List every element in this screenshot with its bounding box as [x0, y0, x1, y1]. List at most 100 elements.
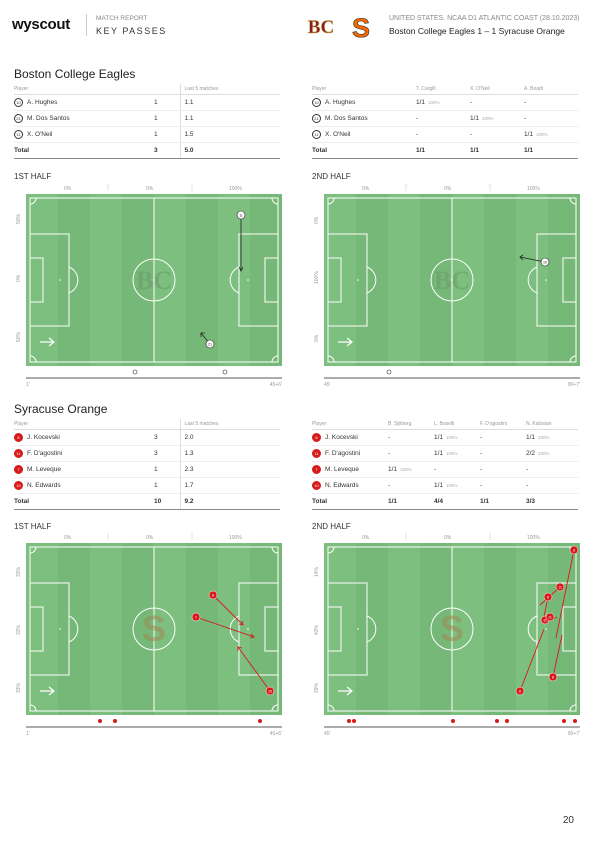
svg-text:7: 7 [195, 616, 197, 620]
side-label: 0% [16, 274, 22, 282]
svg-text:8: 8 [552, 676, 554, 680]
syr-recipient-table: Player B. Sjöberg L. Boselli F. D'agostini N… [312, 419, 578, 510]
svg-text:45+6': 45+6' [270, 382, 282, 388]
match-score: Boston College Eagles 1 – 1 Syracuse Ora… [389, 26, 565, 36]
svg-text:45+6': 45+6' [270, 731, 282, 737]
table-row: 10 N. Edwards 1 1.7 [14, 477, 280, 493]
syr-first-half-label: 1ST HALF [14, 522, 51, 531]
zone-label: 100% [229, 186, 242, 192]
header-divider [86, 14, 87, 36]
svg-text:8: 8 [573, 549, 575, 553]
table-row: 21 M. Dos Santos -1/1 100% - [312, 110, 578, 126]
svg-text:8: 8 [212, 594, 214, 598]
side-label: 43% [314, 624, 320, 635]
table-row: 11 F. D'agostini 3 1.3 [14, 445, 280, 461]
table-row: 11 X. O'Neil 1 1.5 [14, 126, 280, 142]
side-label: 100% [314, 271, 320, 284]
timeline-event [98, 719, 102, 723]
table-total-row: Total 1/1 1/1 1/1 [312, 142, 578, 158]
report-header: wyscout MATCH REPORT KEY PASSES BC S UNI… [0, 0, 596, 50]
report-title: KEY PASSES [96, 26, 167, 36]
syr-second-half-label: 2ND HALF [312, 522, 351, 531]
side-label: 0% [314, 334, 320, 342]
timeline: 45' 90+7' [324, 719, 580, 737]
pitch: S [324, 543, 580, 715]
svg-text:8: 8 [547, 596, 549, 600]
table-row: 7 M. Leveque 1 2.3 [14, 461, 280, 477]
side-label: 50% [16, 331, 22, 342]
table-row: 8 J. Kocevski 3 2.0 [14, 429, 280, 445]
side-label: 33% [16, 624, 22, 635]
svg-text:1': 1' [26, 382, 30, 388]
syr-second-half-pitch: 0% 0% 100% 14% 43% 29% S 8 11 [312, 531, 582, 741]
svg-text:11: 11 [558, 586, 562, 590]
syracuse-logo: S [346, 12, 376, 40]
zone-label: 100% [527, 535, 540, 541]
team-title-bc: Boston College Eagles [14, 67, 135, 81]
timeline-event [223, 370, 227, 374]
svg-text:11: 11 [239, 214, 243, 218]
table-row: 10 A. Hughes 1 1.1 [14, 94, 280, 110]
timeline: 45' 90+7' [324, 370, 580, 388]
table-row: 11 F. D'agostini -1/1 100% -2/2 100% [312, 445, 578, 461]
boston-college-logo: BC [306, 12, 336, 40]
timeline-event [387, 370, 391, 374]
zone-label: 0% [146, 535, 154, 541]
timeline-event [451, 719, 455, 723]
timeline-event [113, 719, 117, 723]
bc-first-half-label: 1ST HALF [14, 172, 51, 181]
table-row: 10 N. Edwards -1/1 100% - - [312, 477, 578, 493]
table-row: 10 A. Hughes 1/1 100% - - [312, 94, 578, 110]
report-label: MATCH REPORT [96, 15, 147, 22]
svg-text:11: 11 [548, 616, 552, 620]
side-label: 0% [314, 216, 320, 224]
side-label: 33% [16, 566, 22, 577]
svg-text:10: 10 [543, 261, 547, 265]
table-total-row: Total 3 5.0 [14, 142, 280, 158]
side-label: 33% [16, 682, 22, 693]
zone-label: 100% [229, 535, 242, 541]
svg-text:8: 8 [519, 690, 521, 694]
svg-text:1': 1' [26, 731, 30, 737]
zone-label: 100% [527, 186, 540, 192]
syr-watermark: S [440, 608, 464, 649]
svg-text:10: 10 [268, 690, 272, 694]
pitch: BC [26, 194, 282, 366]
competition-label: UNITED STATES. NCAA D1 ATLANTIC COAST (2… [389, 15, 579, 22]
table-row: 8 J. Kocevski -1/1 100% -1/1 100% [312, 429, 578, 445]
timeline-event [573, 719, 577, 723]
svg-text:45': 45' [324, 382, 331, 388]
timeline: 1' 45+6' [26, 719, 282, 737]
timeline-event [133, 370, 137, 374]
table-total-row: Total 10 9.2 [14, 493, 280, 509]
timeline-event [352, 719, 356, 723]
timeline: 1' 45+6' [26, 370, 282, 388]
pitch: S [26, 543, 282, 715]
syr-watermark: S [142, 608, 166, 649]
syr-key-pass-table: Player Last 5 matches 8 J. Kocevski 3 2.0 11… [14, 419, 280, 510]
zone-label: 0% [146, 186, 154, 192]
svg-text:S: S [352, 13, 370, 40]
page-number: 20 [563, 815, 574, 826]
table-row: 7 M. Leveque 1/1 100% - - - [312, 461, 578, 477]
bc-first-half-pitch: 0% 0% 100% 50% 0% 50% BC 11 21 [14, 182, 284, 392]
zone-label: 0% [64, 535, 72, 541]
zone-label: 0% [444, 535, 452, 541]
wyscout-logo: wyscout [12, 16, 70, 33]
bc-recipient-table: Player T. Cargill X. O'Neil A. Boadi 10 A. H… [312, 84, 578, 159]
svg-text:45': 45' [324, 731, 331, 737]
table-row: 21 M. Dos Santos 1 1.1 [14, 110, 280, 126]
timeline-event [347, 719, 351, 723]
timeline-event [495, 719, 499, 723]
bc-key-pass-table: Player Last 5 matches 10 A. Hughes 1 1.1 21 M… [14, 84, 280, 159]
syr-first-half-pitch: 0% 0% 100% 33% 33% 33% S 8 7 [14, 531, 284, 741]
bc-watermark: BC [434, 266, 470, 295]
bc-watermark: BC [136, 266, 172, 295]
side-label: 50% [16, 213, 22, 224]
zone-label: 0% [362, 186, 370, 192]
zone-label: 0% [444, 186, 452, 192]
side-label: 29% [314, 682, 320, 693]
team-title-syr: Syracuse Orange [14, 402, 107, 416]
side-label: 14% [314, 566, 320, 577]
svg-text:BC: BC [308, 17, 334, 38]
